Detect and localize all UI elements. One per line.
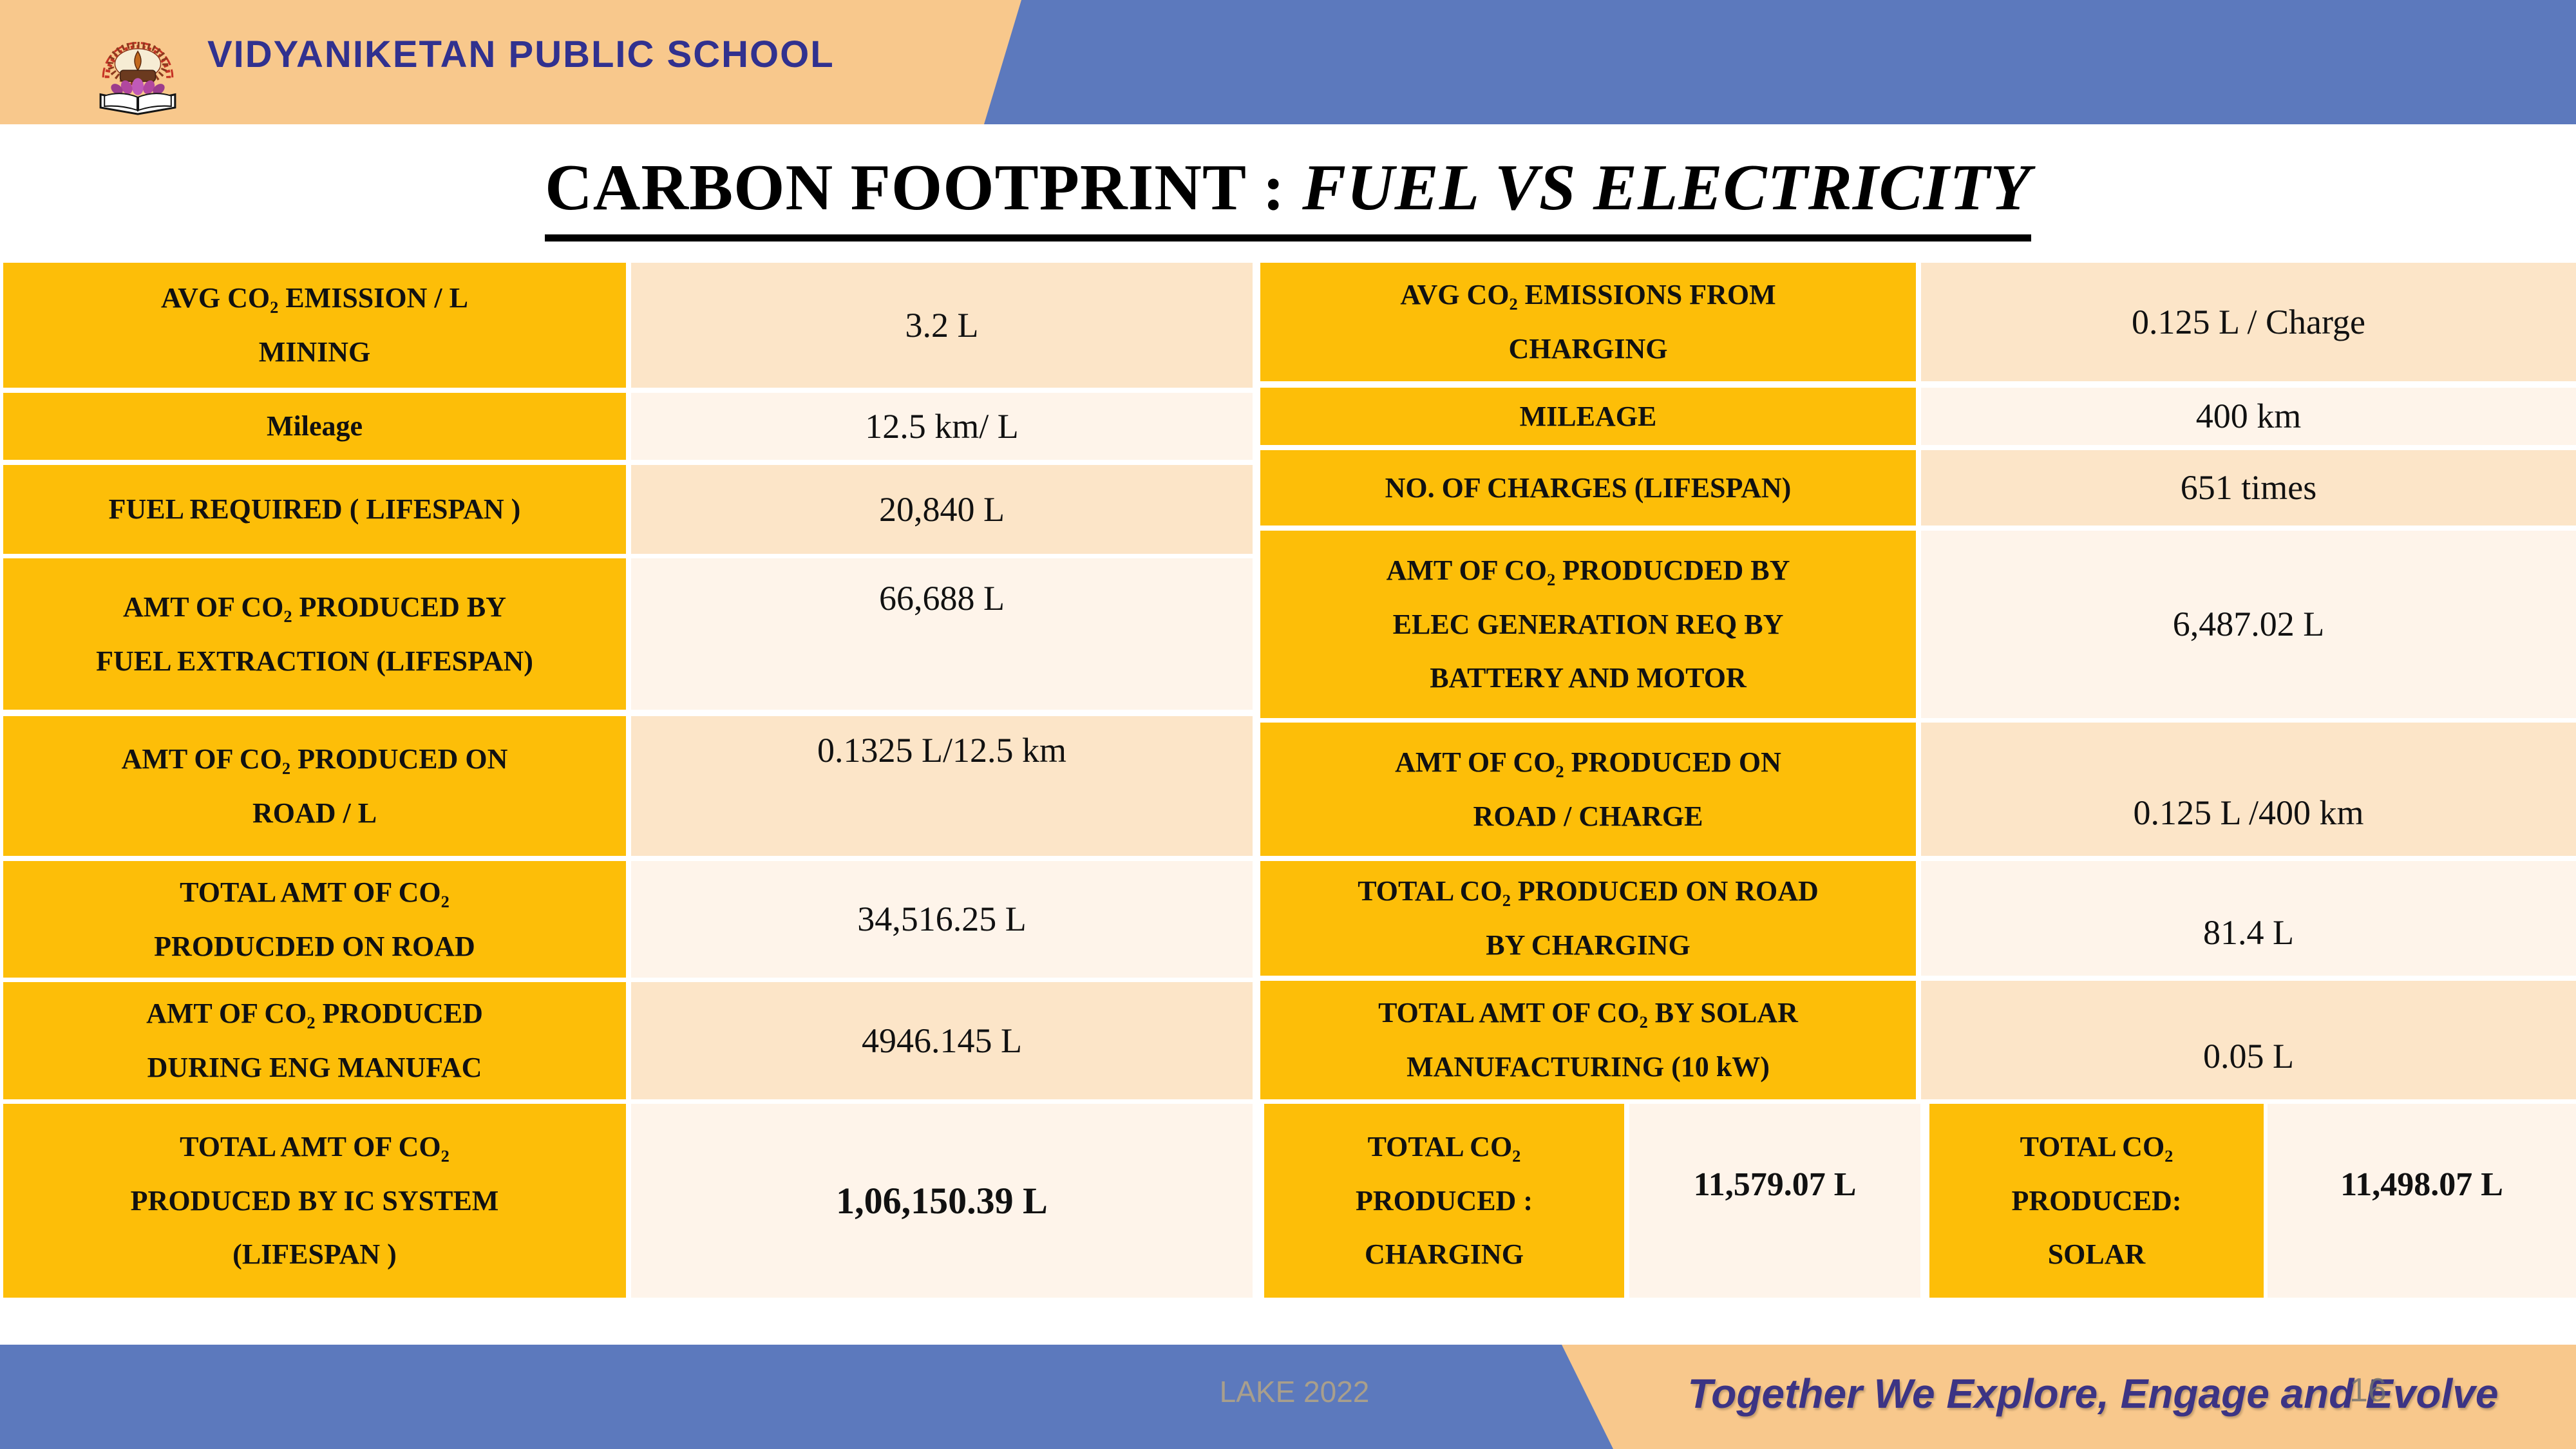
elec-label-cell: TOTAL CO₂ PRODUCED ON ROAD BY CHARGING: [1260, 861, 1916, 976]
footer-motto: Together We Explore, Engage and Evolve: [1687, 1370, 2499, 1417]
fuel-value-cell: 20,840 L: [631, 465, 1253, 554]
elec-label-cell: AVG CO₂ EMISSIONS FROM CHARGING: [1260, 263, 1916, 381]
title-wrap: CARBON FOOTPRINT : FUEL VS ELECTRICITY: [0, 151, 2576, 242]
fuel-label-cell: AVG CO₂ EMISSION / L MINING: [3, 263, 626, 388]
slide-page-number: 16: [2349, 1372, 2387, 1409]
footer-event-label: LAKE 2022: [1219, 1375, 1370, 1408]
page-title: CARBON FOOTPRINT : FUEL VS ELECTRICITY: [545, 151, 2031, 242]
total-solar-value-cell: 11,498.07 L: [2268, 1104, 2576, 1298]
elec-label-cell: AMT OF CO₂ PRODUCDED BY ELEC GENERATION …: [1260, 531, 1916, 718]
fuel-label-cell: TOTAL AMT OF CO₂ PRODUCDED ON ROAD: [3, 861, 626, 978]
elec-value-cell: 6,487.02 L: [1921, 531, 2576, 718]
fuel-value-cell: 0.1325 L/12.5 km: [631, 716, 1253, 856]
elec-label-cell: MILEAGE: [1260, 388, 1916, 445]
header-blue-accent: [984, 0, 2576, 124]
fuel-value-cell: 66,688 L: [631, 558, 1253, 710]
fuel-value-cell: 3.2 L: [631, 263, 1253, 388]
fuel-value-cell: 1,06,150.39 L: [631, 1104, 1253, 1298]
footer-blue-accent: [0, 1345, 1613, 1449]
total-solar-label-cell: TOTAL CO₂ PRODUCED: SOLAR: [1929, 1104, 2264, 1298]
header-band: VIDYANIKETAN PUBLIC SCHOOL: [0, 0, 2576, 124]
school-crest-icon: [95, 14, 180, 117]
school-name: VIDYANIKETAN PUBLIC SCHOOL: [207, 33, 835, 75]
fuel-label-cell: Mileage: [3, 393, 626, 460]
fuel-label-cell: AMT OF CO₂ PRODUCED ON ROAD / L: [3, 716, 626, 856]
elec-value-cell: 400 km: [1921, 388, 2576, 445]
elec-value-cell: 81.4 L: [1921, 861, 2576, 976]
fuel-label-cell: TOTAL AMT OF CO₂ PRODUCED BY IC SYSTEM (…: [3, 1104, 626, 1298]
elec-label-cell: AMT OF CO₂ PRODUCED ON ROAD / CHARGE: [1260, 723, 1916, 856]
page-title-text: CARBON FOOTPRINT :: [545, 151, 1303, 224]
fuel-label-cell: AMT OF CO₂ PRODUCED DURING ENG MANUFAC: [3, 982, 626, 1099]
elec-label-cell: TOTAL AMT OF CO₂ BY SOLAR MANUFACTURING …: [1260, 981, 1916, 1099]
fuel-label-cell: AMT OF CO₂ PRODUCED BY FUEL EXTRACTION (…: [3, 558, 626, 710]
fuel-value-cell: 34,516.25 L: [631, 861, 1253, 978]
fuel-label-cell: FUEL REQUIRED ( LIFESPAN ): [3, 465, 626, 554]
elec-label-cell: NO. OF CHARGES (LIFESPAN): [1260, 450, 1916, 526]
page-title-emphasis: FUEL VS ELECTRICITY: [1302, 151, 2031, 224]
total-charging-label-cell: TOTAL CO₂ PRODUCED : CHARGING: [1264, 1104, 1624, 1298]
elec-value-cell: 0.05 L: [1921, 981, 2576, 1099]
elec-value-cell: 651 times: [1921, 450, 2576, 526]
fuel-value-cell: 12.5 km/ L: [631, 393, 1253, 460]
elec-value-cell: 0.125 L /400 km: [1921, 723, 2576, 856]
total-charging-value-cell: 11,579.07 L: [1629, 1104, 1920, 1298]
elec-value-cell: 0.125 L / Charge: [1921, 263, 2576, 381]
footer-band: LAKE 2022 16 Together We Explore, Engage…: [0, 1345, 2576, 1449]
fuel-value-cell: 4946.145 L: [631, 982, 1253, 1099]
